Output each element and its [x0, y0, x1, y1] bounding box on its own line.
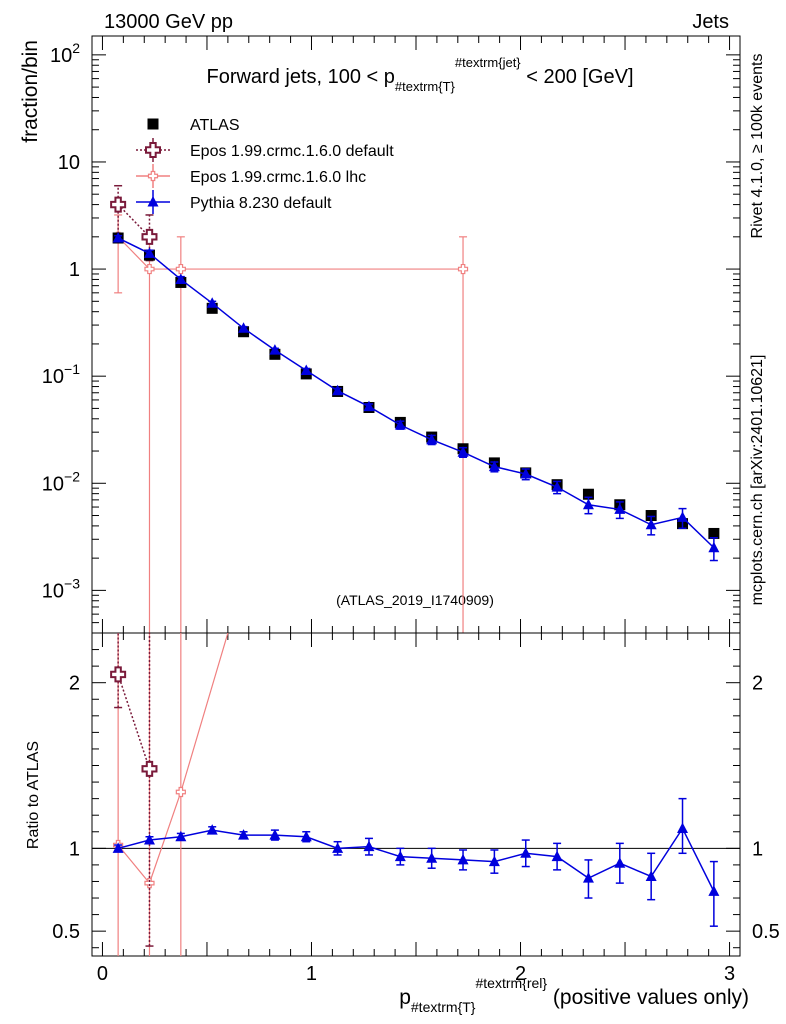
main-pythia-point [394, 419, 406, 430]
legend-marker-atlas [147, 118, 159, 130]
main-atlas-point [582, 488, 594, 500]
ratio-epos_default-point [141, 760, 158, 777]
main-pythia-point [300, 364, 312, 375]
header-right: Jets [692, 11, 729, 33]
x-tick-label: 0 [97, 963, 108, 985]
main-epos_default-point [141, 228, 158, 245]
main-pythia-point [614, 503, 626, 514]
main-y-tick-label: 1 [69, 259, 80, 281]
ratio-pythia-point [175, 830, 187, 842]
ratio-epos_default-point [110, 666, 127, 683]
ratio-y-tick-label: 1 [69, 838, 80, 860]
rivet-label: Rivet 4.1.0, ≥ 100k events [749, 54, 766, 239]
main-epos_lhc-point [457, 263, 469, 275]
ratio-pythia-line [117, 826, 715, 892]
legend-marker-epos_lhc [147, 170, 159, 182]
main-pythia-point [582, 498, 594, 510]
ratio-panel: 0 1 2 3 0.5 0.5 1 1 2 2 [52, 36, 780, 985]
ratio-pythia-point [300, 830, 312, 842]
main-y-tick-label: 10−1 [42, 361, 80, 388]
main-atlas-point [708, 527, 720, 539]
main-pythia-point [363, 400, 375, 412]
ratio-pythia-point [551, 850, 563, 862]
legend: ATLAS Epos 1.99.crmc.1.6.0 default Epos 1.… [136, 117, 394, 214]
ratio-epos_lhc-line [117, 632, 229, 885]
header-left: 13000 GeV pp [104, 11, 233, 33]
main-y-tick-label: 102 [50, 40, 80, 67]
legend-label-epos_default: Epos 1.99.crmc.1.6.0 default [190, 143, 394, 160]
main-epos_default-point [110, 196, 127, 213]
ratio-pythia-point [614, 857, 626, 868]
ratio-pythia-point [645, 870, 657, 881]
main-pythia-point [645, 518, 657, 530]
ratio-y-tick-label: 0.5 [52, 921, 80, 943]
mcplots-label: mcplots.cern.ch [arXiv:2401.10621] [749, 355, 766, 606]
ratio-y-tick-label-right: 2 [752, 673, 763, 695]
main-panel: 102 10 1 10−1 10−2 10−3 [42, 35, 741, 634]
ratio-pythia-point [394, 850, 406, 862]
main-epos_lhc-point [144, 263, 155, 275]
ratio-pythia-point [426, 852, 438, 863]
main-pythia-point [269, 344, 281, 355]
main-pythia-point [206, 297, 218, 308]
main-pythia-point [426, 433, 438, 445]
ratio-pythia-point [206, 824, 218, 835]
ratio-pythia-point [238, 829, 250, 840]
main-ylabel: fraction/bin [19, 40, 42, 143]
x-tick-label: 1 [306, 963, 317, 985]
ratio-y-tick-label: 2 [69, 673, 80, 695]
ratio-ylabel: Ratio to ATLAS [25, 741, 42, 849]
ratio-pythia-point [582, 872, 594, 883]
main-epos_default-line [117, 204, 151, 238]
main-y-tick-label: 10 [58, 152, 80, 174]
ratio-pythia-point [112, 842, 124, 853]
ratio-pythia-point [488, 855, 500, 867]
ratio-pythia-point [520, 847, 532, 858]
ratio-pythia-point [269, 829, 281, 840]
x-tick-label: 3 [724, 963, 735, 985]
main-pythia-point [708, 541, 720, 553]
ratio-pythia-point [708, 885, 720, 896]
legend-label-pythia: Pythia 8.230 default [190, 195, 332, 212]
main-atlas-point [206, 302, 218, 314]
main-pythia-point [238, 322, 250, 333]
x-tick-label: 2 [515, 963, 526, 985]
main-pythia-point [551, 481, 563, 492]
legend-marker-pythia [147, 196, 159, 207]
ratio-y-tick-label-right: 1 [752, 838, 763, 860]
ratio-epos_default-line [117, 674, 151, 770]
legend-marker-epos_default [145, 142, 161, 158]
ratio-frame-border [91, 632, 741, 957]
ratio-pythia-point [677, 822, 689, 833]
legend-label-epos_lhc: Epos 1.99.crmc.1.6.0 lhc [190, 169, 366, 186]
main-pythia-point [143, 247, 155, 258]
main-pythia-point [175, 273, 187, 284]
main-pythia-point [488, 460, 500, 472]
main-y-tick-label: 10−3 [42, 575, 80, 602]
ratio-epos_lhc-point [144, 878, 155, 889]
main-epos_lhc-line [117, 236, 464, 270]
ratio-y-tick-label-right: 0.5 [752, 921, 780, 943]
ratio-epos_lhc-point [175, 786, 186, 798]
main-y-tick-label: 10−2 [42, 468, 80, 495]
ratio-pythia-point [143, 834, 155, 845]
x-axis-label: p#textrm{T}#textrm{rel} (positive values… [399, 975, 749, 1015]
ratio-pythia-point [363, 840, 375, 852]
main-pythia-point [112, 232, 124, 243]
main-pythia-point [457, 446, 469, 457]
main-title: Forward jets, 100 < p#textrm{T}#textrm{j… [206, 55, 633, 94]
main-pythia-point [332, 384, 344, 396]
main-pythia-point [520, 468, 532, 479]
watermark: (ATLAS_2019_I1740909) [336, 592, 494, 608]
main-epos_lhc-point [175, 263, 186, 275]
ratio-pythia-point [332, 842, 344, 853]
main-atlas-point [645, 510, 657, 522]
legend-label-atlas: ATLAS [190, 117, 240, 134]
ratio-pythia-point [457, 853, 469, 865]
main-pythia-point [677, 511, 689, 522]
